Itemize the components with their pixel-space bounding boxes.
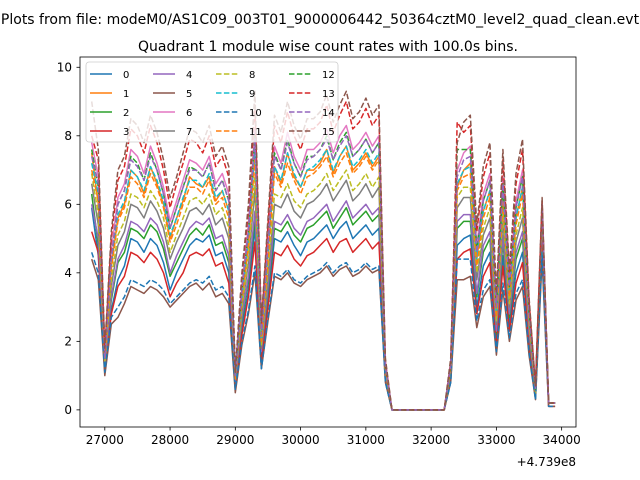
x-tick-label: 28000	[151, 433, 189, 447]
y-tick-label: 0	[64, 403, 72, 417]
y-tick-label: 10	[57, 60, 72, 74]
y-tick-label: 8	[64, 129, 72, 143]
legend-label-4: 4	[186, 70, 192, 81]
legend-label-7: 7	[186, 127, 192, 138]
legend-label-1: 1	[123, 89, 129, 100]
series-line-4	[90, 200, 556, 411]
legend-label-10: 10	[249, 108, 262, 119]
x-tick-label: 30000	[281, 433, 319, 447]
series-line-10	[90, 251, 556, 411]
series-line-0	[90, 207, 556, 411]
series-line-11	[90, 152, 556, 411]
legend-label-13: 13	[322, 89, 335, 100]
x-axis: 27000 28000 29000 30000 31000 32000 33000 34000	[86, 427, 581, 447]
axes-frame	[79, 56, 577, 428]
series-line-7	[90, 179, 556, 411]
legend-label-11: 11	[249, 127, 262, 138]
x-tick-label: 34000	[543, 433, 581, 447]
series-line-2	[90, 193, 556, 411]
series-line-15	[90, 90, 556, 411]
x-tick-label: 32000	[412, 433, 450, 447]
legend-label-2: 2	[123, 108, 129, 119]
series-line-3	[90, 231, 556, 411]
x-tick-label: 27000	[86, 433, 124, 447]
series-layer	[90, 90, 556, 411]
y-tick-label: 2	[64, 334, 72, 348]
series-line-8	[90, 169, 556, 411]
legend-label-8: 8	[249, 70, 255, 81]
legend-label-12: 12	[322, 70, 335, 81]
series-line-9	[90, 145, 556, 411]
series-line-12	[90, 131, 556, 411]
series-line-13	[90, 100, 556, 411]
legend-label-14: 14	[322, 108, 335, 119]
x-tick-label: 29000	[216, 433, 254, 447]
legend-label-6: 6	[186, 108, 192, 119]
x-offset-label: +4.739e8	[517, 455, 576, 469]
legend-label-5: 5	[186, 89, 192, 100]
legend-label-0: 0	[123, 70, 129, 81]
legend-label-3: 3	[123, 127, 129, 138]
y-tick-label: 6	[64, 197, 72, 211]
chart-title: Quadrant 1 module wise count rates with …	[138, 39, 518, 55]
series-line-5	[90, 258, 556, 411]
series-line-14	[90, 135, 556, 411]
legend-label-9: 9	[249, 89, 255, 100]
figure-suptitle: Plots from file: modeM0/AS1C09_003T01_90…	[1, 12, 640, 28]
y-tick-label: 4	[64, 266, 72, 280]
legend-label-15: 15	[322, 127, 335, 138]
legend-box	[85, 61, 339, 143]
x-tick-label: 31000	[347, 433, 385, 447]
x-tick-label: 33000	[477, 433, 515, 447]
y-axis: 0 2 4 6 8 10	[57, 60, 80, 417]
